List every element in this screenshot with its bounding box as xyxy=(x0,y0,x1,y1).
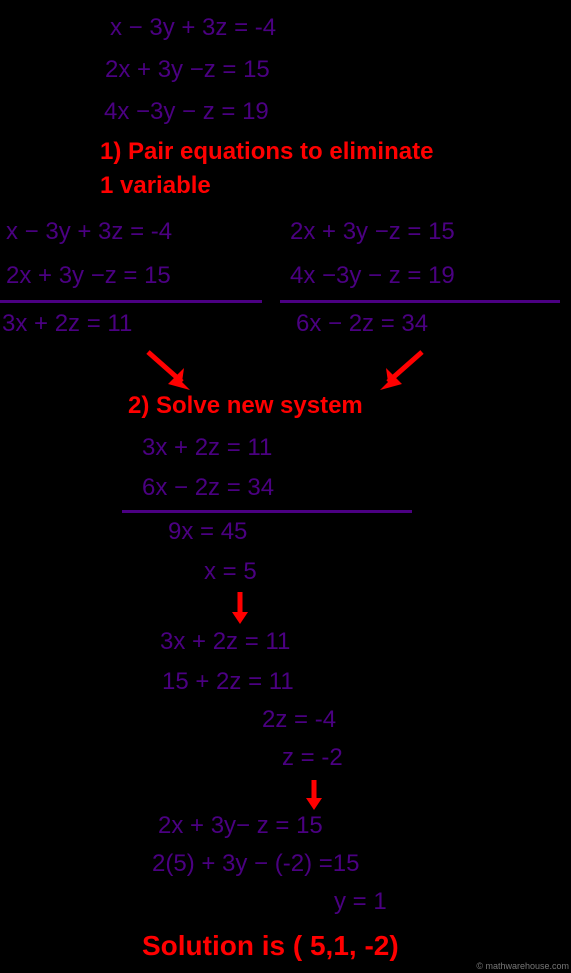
watermark: © mathwarehouse.com xyxy=(476,961,569,971)
solve3-line1: 2x + 3y− z = 15 xyxy=(158,812,323,840)
arrow-down-right-icon xyxy=(140,346,200,392)
pair-right-eq2: 4x −3y − z = 19 xyxy=(290,262,455,290)
solve1-line1: 3x + 2z = 11 xyxy=(142,434,272,462)
pair-right-eq1: 2x + 3y −z = 15 xyxy=(290,218,455,246)
equation-original-1: x − 3y + 3z = -4 xyxy=(110,14,276,42)
solution-label: Solution is ( 5,1, -2) xyxy=(142,930,399,962)
pair-left-rule xyxy=(0,300,262,303)
step-2-label: 2) Solve new system xyxy=(128,392,363,420)
solve1-line4: x = 5 xyxy=(204,558,257,586)
pair-left-eq1: x − 3y + 3z = -4 xyxy=(6,218,172,246)
arrow-down-icon xyxy=(228,590,252,626)
step-1-label-line2: 1 variable xyxy=(100,172,211,200)
pair-right-result: 6x − 2z = 34 xyxy=(296,310,428,338)
solve2-line2: 15 + 2z = 11 xyxy=(162,668,294,696)
solve1-line2: 6x − 2z = 34 xyxy=(142,474,274,502)
step-1-label-line1: 1) Pair equations to eliminate xyxy=(100,138,433,166)
solve1-line3: 9x = 45 xyxy=(168,518,247,546)
pair-left-eq2: 2x + 3y −z = 15 xyxy=(6,262,171,290)
solve1-rule xyxy=(122,510,412,513)
solve2-line3: 2z = -4 xyxy=(262,706,336,734)
equation-original-3: 4x −3y − z = 19 xyxy=(104,98,269,126)
solve3-line2: 2(5) + 3y − (-2) =15 xyxy=(152,850,359,878)
equation-original-2: 2x + 3y −z = 15 xyxy=(105,56,270,84)
solve3-line3: y = 1 xyxy=(334,888,387,916)
pair-right-rule xyxy=(280,300,560,303)
pair-left-result: 3x + 2z = 11 xyxy=(2,310,132,338)
solve2-line1: 3x + 2z = 11 xyxy=(160,628,290,656)
arrow-down-left-icon xyxy=(370,346,430,392)
solve2-line4: z = -2 xyxy=(282,744,343,772)
arrow-down-icon-2 xyxy=(302,778,326,812)
